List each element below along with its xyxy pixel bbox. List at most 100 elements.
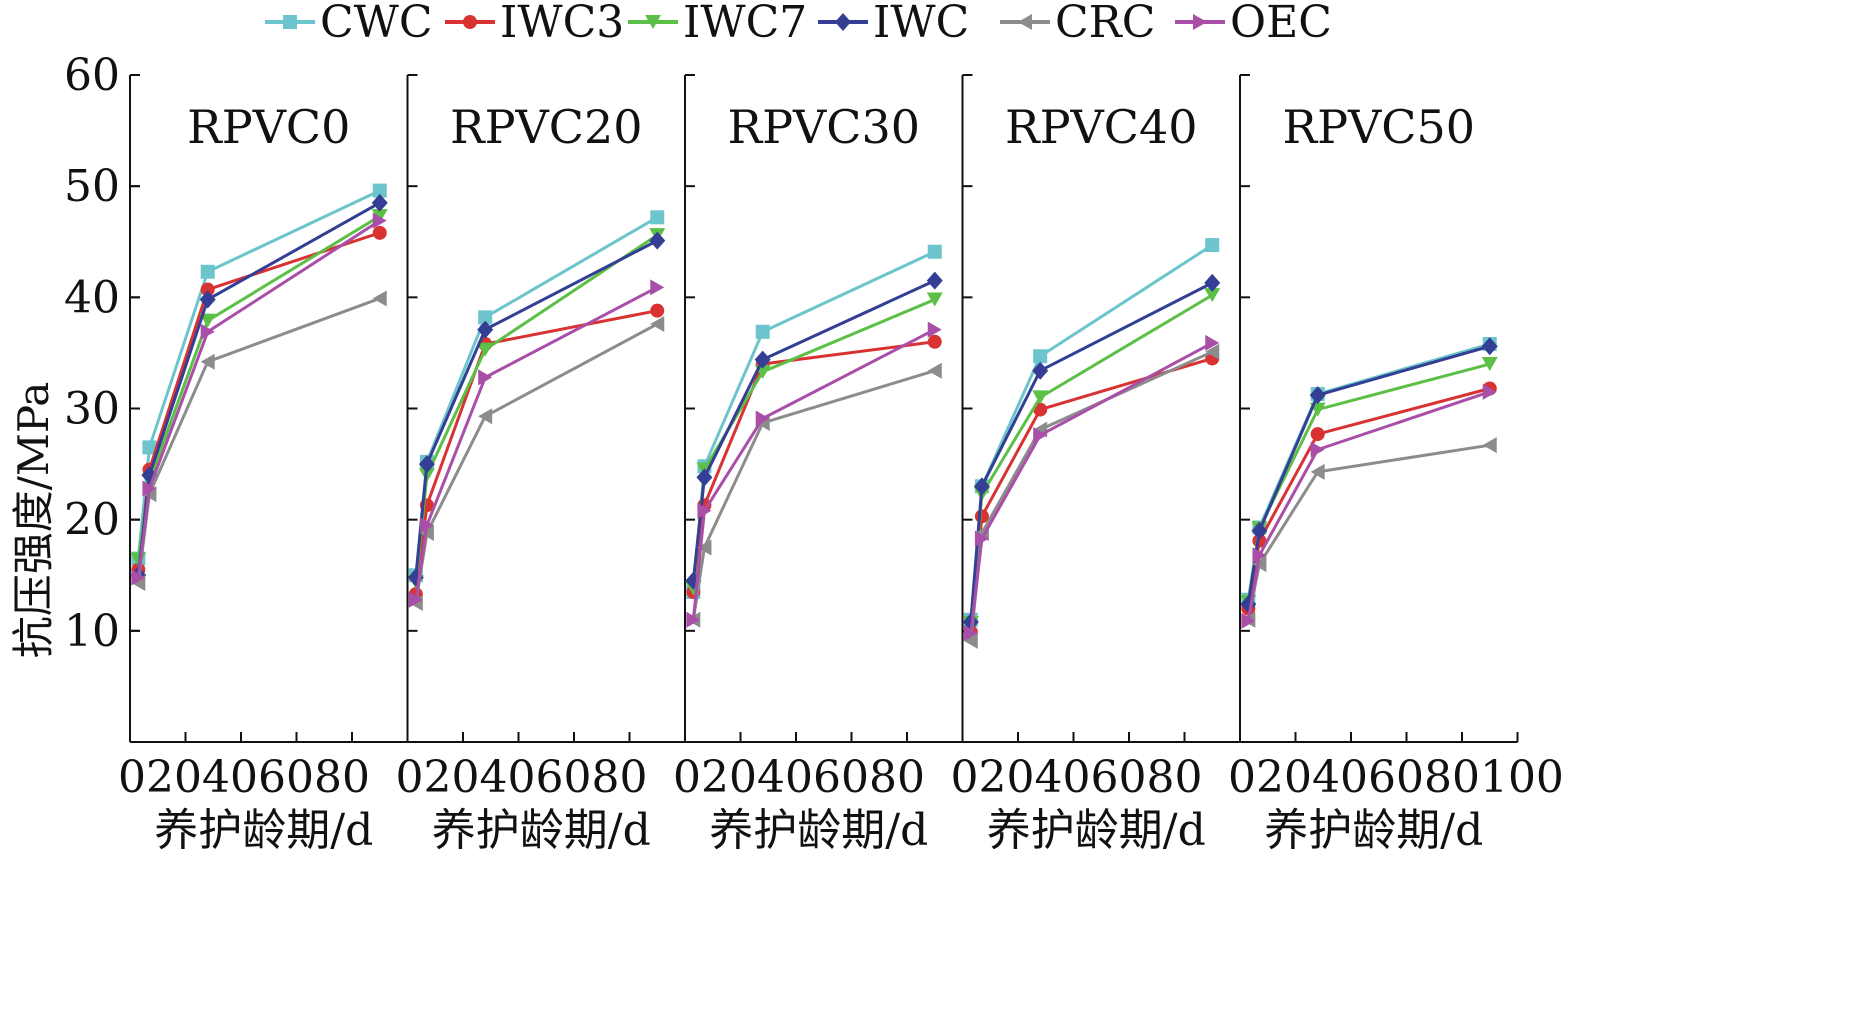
series-line	[969, 341, 1213, 634]
data-point	[1033, 349, 1048, 364]
data-point	[408, 591, 423, 608]
legend: CWC IWC3 IWC7 IWC CRC OEC	[265, 0, 1332, 48]
data-point	[142, 480, 157, 497]
data-point	[1205, 343, 1220, 360]
series-line	[969, 281, 1213, 623]
series-oec	[408, 279, 665, 608]
data-point	[963, 632, 978, 649]
data-point	[418, 455, 435, 474]
data-point	[1205, 334, 1220, 351]
series-line	[691, 369, 936, 620]
series-iwc	[685, 271, 943, 590]
data-point	[477, 342, 494, 357]
data-point	[974, 530, 989, 547]
data-point	[200, 353, 215, 370]
series-line	[414, 239, 658, 578]
data-point	[927, 334, 942, 349]
data-point	[963, 625, 978, 642]
data-point	[650, 303, 665, 318]
legend-marker	[645, 15, 661, 29]
legend-item-iwc3: IWC3	[445, 0, 624, 48]
data-point	[477, 320, 494, 339]
data-point	[927, 244, 942, 259]
series-oec	[1241, 383, 1497, 629]
data-point	[1481, 337, 1498, 356]
series-crc	[1241, 437, 1497, 628]
data-point	[371, 209, 388, 224]
legend-label: OEC	[1230, 0, 1332, 48]
series-line	[691, 328, 936, 620]
x-axis-label: 养护龄期/d	[432, 805, 651, 856]
series-crc	[686, 362, 942, 628]
chart-panels: RPVC0020406080养护龄期/dRPVC20020406080养护龄期/…	[118, 74, 1564, 856]
data-point	[1251, 521, 1268, 540]
data-point	[200, 264, 215, 279]
data-point	[650, 210, 665, 225]
legend-item-oec: OEC	[1175, 0, 1332, 48]
legend-marker	[835, 13, 851, 31]
series-line	[1246, 344, 1491, 605]
data-point	[755, 324, 770, 339]
data-point	[1204, 288, 1221, 303]
data-point	[372, 290, 387, 307]
data-point	[1481, 357, 1498, 372]
legend-marker	[1193, 14, 1207, 30]
x-tick-labels: 020406080	[951, 752, 1203, 803]
data-point	[927, 362, 942, 379]
legend-label: IWC3	[500, 0, 624, 48]
data-point	[973, 477, 990, 496]
y-tick-label: 30	[64, 384, 120, 435]
data-point	[478, 408, 493, 425]
legend-label: IWC7	[683, 0, 807, 48]
series-iwc7	[685, 292, 943, 596]
data-point	[199, 313, 216, 328]
legend-label: CRC	[1055, 0, 1155, 48]
series-cwc	[686, 244, 942, 599]
panel-title: RPVC50	[1282, 100, 1475, 154]
series-line	[136, 219, 381, 578]
data-point	[1032, 361, 1049, 380]
data-point	[1310, 427, 1325, 442]
series-iwc3	[1241, 381, 1497, 616]
data-point	[1204, 273, 1221, 292]
series-iwc3	[408, 303, 665, 602]
panel-title: RPVC20	[450, 100, 643, 154]
data-point	[1309, 386, 1326, 405]
series-line	[414, 215, 659, 576]
legend-marker	[463, 15, 477, 29]
data-point	[419, 517, 434, 534]
data-point	[926, 292, 943, 307]
series-cwc	[408, 210, 665, 583]
y-tick-label: 40	[64, 272, 120, 323]
data-point	[200, 323, 215, 340]
series-iwc3	[131, 225, 387, 577]
data-point	[696, 468, 713, 487]
series-line	[1246, 390, 1491, 622]
series-iwc	[962, 273, 1221, 631]
data-point	[686, 611, 701, 628]
legend-label: CWC	[320, 0, 433, 48]
x-axis-label: 养护龄期/d	[709, 805, 928, 856]
data-point	[1310, 463, 1325, 480]
legend-item-crc: CRC	[1000, 0, 1155, 48]
series-iwc3	[686, 334, 942, 599]
series-iwc7	[407, 228, 666, 589]
legend-marker	[283, 15, 297, 29]
data-point	[649, 231, 666, 250]
x-axis-label: 养护龄期/d	[154, 805, 373, 856]
series-oec	[686, 321, 942, 628]
data-point	[754, 350, 771, 369]
data-point	[1482, 437, 1497, 454]
legend-marker	[1018, 14, 1032, 30]
x-tick-labels: 020406080	[673, 752, 925, 803]
y-axis-label: 抗压强度/MPa	[9, 382, 58, 659]
x-axis-label: 养护龄期/d	[987, 805, 1206, 856]
data-point	[1482, 383, 1497, 400]
data-point	[478, 310, 493, 325]
y-axis-ticks: 10 20 30 40 50 60	[64, 50, 140, 657]
